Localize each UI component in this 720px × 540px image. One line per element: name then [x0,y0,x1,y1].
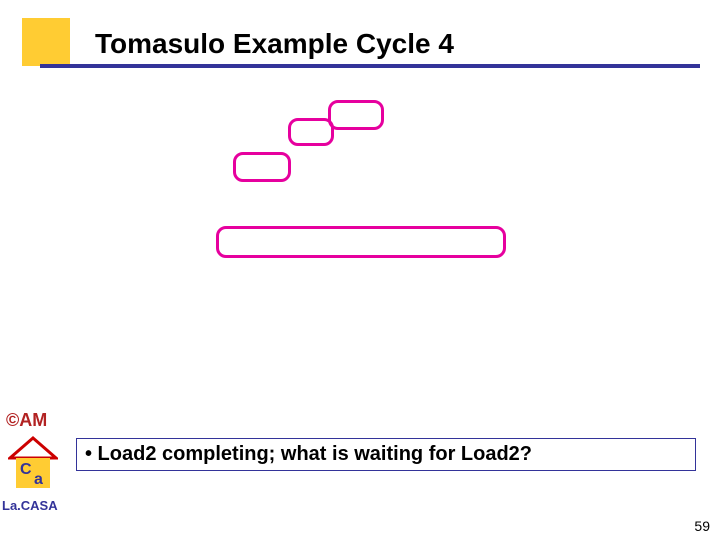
am-copyright-label: ©AM [6,410,47,431]
lacasa-logo-icon: C a [8,436,58,492]
highlight-box-3 [233,152,291,182]
highlight-box-1 [328,100,384,130]
highlight-box-4 [216,226,506,258]
bullet-box: • Load2 completing; what is waiting for … [76,438,696,471]
svg-text:a: a [34,471,43,488]
svg-text:C: C [20,461,32,478]
lacasa-label: La.CASA [2,498,58,513]
slide-title: Tomasulo Example Cycle 4 [95,28,454,60]
page-number: 59 [694,518,710,534]
highlight-box-2 [288,118,334,146]
corner-square [22,18,70,66]
bullet-text: • Load2 completing; what is waiting for … [85,443,532,465]
title-underline [40,64,700,68]
